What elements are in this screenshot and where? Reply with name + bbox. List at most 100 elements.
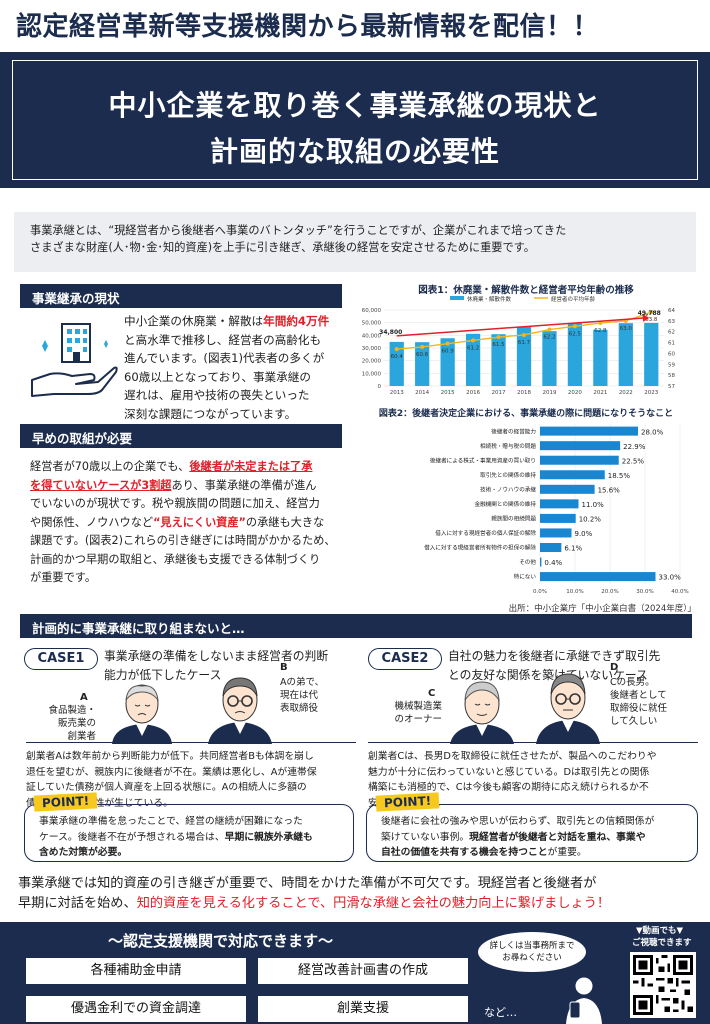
legend-line-label: 経営者の平均年齢 <box>551 295 596 303</box>
legend-bar-label: 休廃業・解散件数 <box>467 295 512 303</box>
line-point <box>598 321 603 326</box>
trend-arrow-head <box>642 313 650 322</box>
bar <box>491 334 506 386</box>
legend-bar-swatch <box>450 296 464 300</box>
bar <box>540 528 572 538</box>
video-label1: ▼動画でも▼ <box>636 926 684 936</box>
bar <box>540 499 579 509</box>
category-label: その他 <box>519 558 536 566</box>
y-left-tick: 10,000 <box>362 371 382 377</box>
category-label: 後継者による株式・事業用資産の買い取り <box>430 456 536 464</box>
bar-data-label: 49,788 <box>638 310 661 317</box>
line-point <box>572 324 577 329</box>
man-b-illustration <box>204 668 276 744</box>
bar <box>618 323 633 386</box>
elderly-man-a-illustration <box>106 678 178 744</box>
case2-c-label: C <box>428 688 436 699</box>
category-label: 借入に対する現経営者所有物件の担保の解除 <box>424 544 536 552</box>
intro-line2: さまざまな財産(人･物･金･知的資産)を上手に引き継ぎ、承継後の経営を安定させる… <box>30 241 535 254</box>
bar-data-label: 34,800 <box>379 329 402 336</box>
y-left-tick: 30,000 <box>362 346 382 352</box>
y-right-tick: 58 <box>668 373 675 379</box>
category-label: 親族間の相続問題 <box>491 515 536 523</box>
top-banner: 認定経営革新等支援機関から最新情報を配信！！ <box>0 0 710 50</box>
line-point <box>471 338 476 343</box>
bar-value-label: 33.0% <box>659 574 682 582</box>
line-data-label: 62.2 <box>543 335 555 341</box>
x-tick: 2019 <box>542 390 556 396</box>
x-tick: 40.0% <box>671 589 688 595</box>
service-preferential-loan: 優遇金利での資金調達 <box>26 996 246 1022</box>
title-block: 中小企業を取り巻く事業承継の現状と 計画的な取組の必要性 <box>0 52 710 188</box>
line-data-label: 60.9 <box>442 349 455 355</box>
case2-d-desc: Cの長男。 後継者として 取締役に就任 して久しい <box>610 677 668 727</box>
bar-value-label: 28.0% <box>641 428 664 436</box>
line-point <box>522 332 526 337</box>
case1-a-label: A <box>80 692 88 703</box>
bar <box>389 341 404 386</box>
x-tick: 2014 <box>415 390 429 396</box>
line-point <box>649 310 654 315</box>
banner-text: 認定経営革新等支援機関から最新情報を配信！！ <box>16 12 600 42</box>
bar-value-label: 10.2% <box>579 516 602 524</box>
bar <box>415 342 430 386</box>
line-point <box>547 327 552 332</box>
qr-code[interactable] <box>630 952 696 1018</box>
line-point <box>420 344 425 349</box>
x-tick: 2021 <box>593 390 607 396</box>
elderly-man-c-illustration <box>446 676 518 744</box>
x-tick: 2016 <box>466 390 480 396</box>
bar-value-label: 0.4% <box>544 559 562 567</box>
section1-header: 事業継承の現状 <box>20 284 342 308</box>
summary-text: 事業承継では知的資産の引き継ぎが重要で、時間をかけた準備が不可欠です。現経営者と… <box>18 876 611 911</box>
line-data-label: 63.0 <box>620 326 633 332</box>
x-tick: 2020 <box>568 390 582 396</box>
x-tick: 2013 <box>390 390 404 396</box>
bar <box>540 572 656 582</box>
service-improvement-plan: 経営改善計画書の作成 <box>258 958 468 984</box>
bar-value-label: 9.0% <box>575 530 593 538</box>
case2-badge: CASE2 <box>368 648 442 670</box>
category-label: 技術・ノウハウの承継 <box>480 485 536 493</box>
line-data-label: 63.8 <box>645 317 658 323</box>
chart1-svg: 休廃業・解散件数 経営者の平均年齢 0 10,000 20,000 30,000 40,00… <box>362 295 676 396</box>
case2-point-label: POINT! <box>375 792 440 812</box>
line-point <box>496 335 501 340</box>
case2-c-desc: 機械製造業 のオーナー <box>394 701 442 725</box>
bar <box>593 329 608 386</box>
line-point <box>445 341 450 346</box>
case1-text: 創業者Aは数年前から判断能力が低下。共同経営者Bも体調を崩し 退任を望むが、親族内… <box>26 742 356 811</box>
bar <box>540 470 605 480</box>
bar <box>540 441 621 451</box>
line-data-label: 60.6 <box>416 352 429 358</box>
y-left-tick: 60,000 <box>362 308 382 314</box>
bar <box>516 326 532 386</box>
person-phone-icon <box>556 972 606 1024</box>
footer: ～認定支援機関で対応できます～ 各種補助金申請 経営改善計画書の作成 優遇金利で… <box>0 922 710 1024</box>
y-right-tick: 60 <box>668 351 675 357</box>
bar <box>567 323 583 386</box>
bar-value-label: 11.0% <box>582 501 605 509</box>
case1-a-desc: 食品製造・ 販売業の 創業者 <box>48 705 96 742</box>
line-point <box>394 347 399 352</box>
bar <box>540 484 595 494</box>
page-title-line1: 中小企業を取り巻く事業承継の現状と <box>108 89 602 122</box>
bar-value-label: 18.5% <box>608 472 631 480</box>
y-left-tick: 40,000 <box>362 333 382 339</box>
category-label: 取引先との関係の維持 <box>480 471 536 479</box>
chart1-title: 図表1：休廃業・解散件数と経営者平均年齢の推移 <box>418 285 634 296</box>
section1-text: 中小企業の休廃業・解散は年間約4万件 と高水準で推移し、経営者の高齢化も 進んで… <box>124 314 330 421</box>
etc-text: など… <box>484 1006 517 1019</box>
section2-text: 経営者が70歳以上の企業でも、後継者が未定または了承 を得ていないケースが3割超… <box>30 460 336 584</box>
x-tick: 2018 <box>517 390 531 396</box>
x-tick: 2015 <box>441 390 455 396</box>
bar <box>465 333 481 386</box>
bar <box>540 426 638 436</box>
y-left-tick: 0 <box>378 384 382 390</box>
y-right-tick: 62 <box>668 330 675 336</box>
case1-heading: 事業承継の準備をしないまま経営者の判断 能力が低下したケース <box>104 649 329 682</box>
line-data-label: 62.5 <box>569 331 582 337</box>
bar-value-label: 22.5% <box>622 457 645 465</box>
bar <box>440 338 455 386</box>
category-label: 金融機関との関係の維持 <box>475 500 537 508</box>
